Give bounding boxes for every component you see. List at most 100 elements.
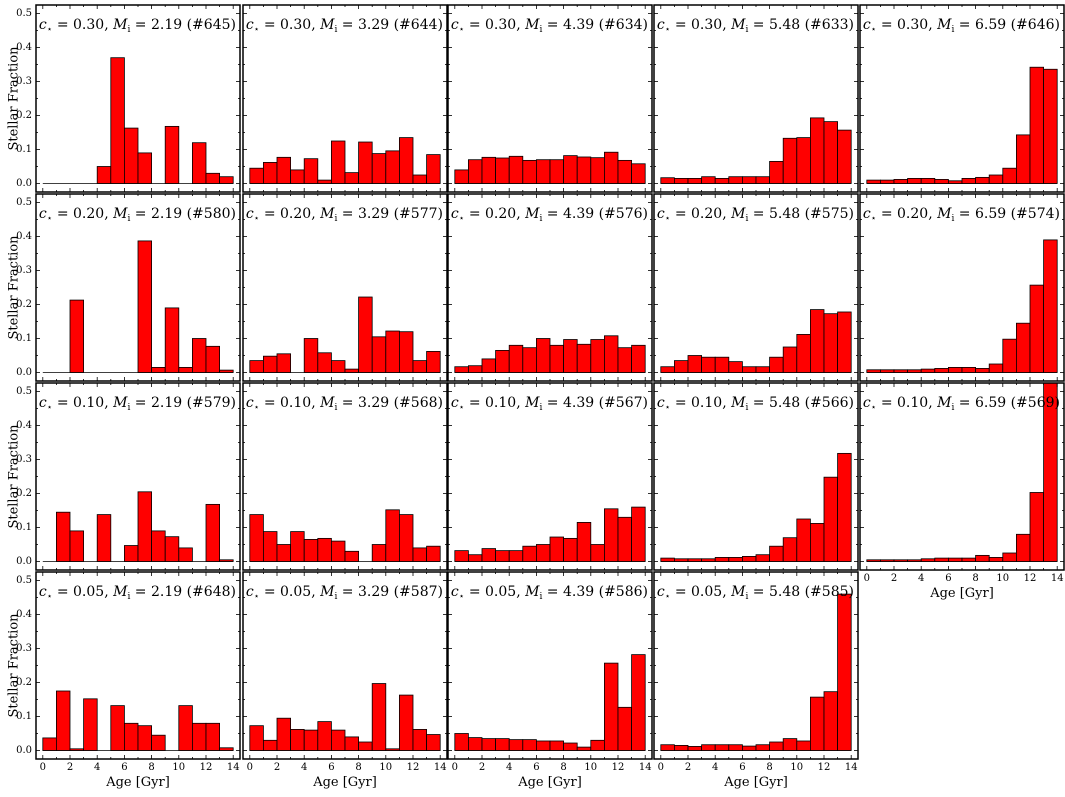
panel-title: c⋆ = 0.20, Mi = 4.39 (#576): [451, 206, 648, 224]
run-id: 567: [616, 395, 643, 411]
bar: [714, 177, 730, 184]
bar: [290, 169, 305, 184]
x-tick-label: 10: [584, 762, 597, 773]
x-tick-label: 14: [845, 762, 858, 773]
bar: [769, 356, 784, 373]
y-tick-label: 0.1: [16, 333, 32, 344]
y-axis-label: Stellar Fraction: [7, 235, 22, 340]
y-tick-label: 0.5: [16, 8, 32, 19]
c-star-value: 0.20: [73, 206, 104, 222]
bar: [563, 155, 578, 184]
bars: [454, 654, 646, 751]
bar: [385, 509, 400, 562]
bar: [880, 179, 895, 184]
mass-value: 2.19: [151, 206, 182, 222]
bar: [961, 177, 977, 184]
panel-2-2: c⋆ = 0.10, Mi = 4.39 (#567): [447, 382, 653, 571]
bar: [371, 336, 387, 373]
bar: [674, 745, 689, 751]
bar: [508, 155, 524, 184]
bar: [769, 545, 784, 562]
mass-value: 3.29: [358, 17, 389, 33]
bar: [810, 117, 825, 184]
panel-3-1: 0 2 4 6 8 10 12 14 Age [Gyr] c⋆ = 0.05, Mi = 3.29…: [242, 571, 448, 790]
bar: [69, 748, 84, 751]
c-symbol: c: [451, 395, 459, 411]
bar: [660, 744, 675, 751]
bar: [330, 360, 346, 373]
run-id: 646: [1028, 17, 1055, 33]
bar: [178, 366, 193, 373]
bar: [69, 299, 84, 373]
bar: [810, 696, 825, 751]
y-tick-label: 0.0: [16, 367, 32, 378]
bar: [755, 554, 771, 562]
c-star-value: 0.30: [485, 17, 516, 33]
y-tick-label: 0.3: [16, 76, 32, 87]
bars: [96, 57, 234, 184]
bar: [866, 559, 881, 562]
bar: [701, 176, 716, 184]
run-id: 585: [822, 584, 849, 600]
bar: [576, 746, 592, 751]
bar: [344, 736, 360, 751]
bars: [660, 117, 852, 184]
bar: [1043, 239, 1058, 373]
panel-title: c⋆ = 0.20, Mi = 3.29 (#577): [246, 206, 443, 224]
bar: [728, 557, 743, 562]
run-id: 577: [411, 206, 438, 222]
bar: [823, 691, 839, 751]
mass-value: 6.59: [975, 17, 1006, 33]
bar: [549, 740, 565, 751]
bar: [893, 179, 909, 184]
bar: [687, 177, 703, 184]
bar: [714, 356, 730, 373]
bar: [934, 368, 949, 373]
bar: [948, 557, 963, 562]
bar: [576, 522, 592, 562]
mass-value: 5.48: [769, 206, 800, 222]
bar: [276, 544, 292, 562]
panel-title: c⋆ = 0.30, Mi = 4.39 (#634): [451, 17, 648, 35]
mass-value: 6.59: [975, 206, 1006, 222]
panel-0-4: c⋆ = 0.30, Mi = 6.59 (#646): [859, 4, 1065, 193]
bar: [262, 531, 278, 562]
y-axis-label: Stellar Fraction: [7, 424, 22, 529]
panel-title: c⋆ = 0.20, Mi = 6.59 (#574): [863, 206, 1060, 224]
bar: [178, 705, 193, 751]
panel-0-3: c⋆ = 0.30, Mi = 5.48 (#633): [653, 4, 859, 193]
run-id: 569: [1028, 395, 1055, 411]
bar: [412, 729, 428, 751]
bar: [191, 142, 207, 184]
x-tick-label: 0: [40, 762, 46, 773]
c-star-value: 0.05: [691, 584, 722, 600]
y-tick-label: 0.5: [16, 386, 32, 397]
x-tick-label: 6: [533, 762, 539, 773]
bar: [590, 739, 605, 751]
panel-title: c⋆ = 0.05, Mi = 5.48 (#585): [657, 584, 854, 602]
bar: [701, 744, 716, 751]
bar: [660, 366, 675, 373]
panel-0-2: c⋆ = 0.30, Mi = 4.39 (#634): [447, 4, 653, 193]
bar: [866, 179, 881, 184]
x-tick-label: 2: [274, 762, 280, 773]
bar: [124, 127, 139, 184]
c-star-value: 0.20: [280, 206, 311, 222]
bar: [56, 511, 71, 562]
c-star-value: 0.20: [691, 206, 722, 222]
bar: [796, 137, 811, 184]
y-tick-label: 0.2: [16, 677, 32, 688]
bar: [617, 516, 633, 562]
bar: [42, 737, 57, 751]
bar: [164, 125, 180, 184]
bar: [495, 157, 510, 184]
bar: [563, 742, 578, 751]
mass-value: 3.29: [358, 584, 389, 600]
mass-value: 4.39: [563, 584, 594, 600]
panel-1-4: c⋆ = 0.20, Mi = 6.59 (#574): [859, 193, 1065, 382]
bar: [398, 137, 414, 184]
panel-3-0: 0.0 0.1 0.2 0.3 0.4 0.5 0 2 4 6 8 10 12 14 Age [Gyr] c⋆…: [16, 571, 241, 790]
x-axis-label: Age [Gyr]: [312, 775, 377, 790]
run-id: 574: [1028, 206, 1055, 222]
c-symbol: c: [39, 206, 47, 222]
